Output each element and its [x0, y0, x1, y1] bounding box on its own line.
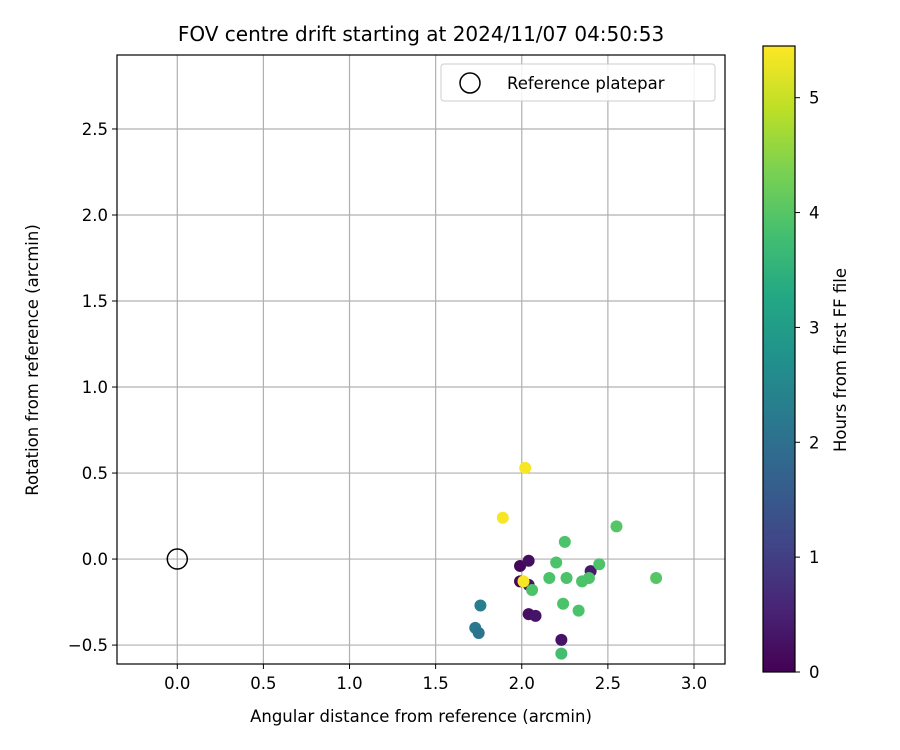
data-point	[582, 571, 595, 584]
data-point	[572, 604, 585, 617]
legend: Reference platepar	[440, 63, 716, 102]
x-axis-title: Angular distance from reference (arcmin)	[250, 707, 592, 726]
colorbar-title: Hours from first FF file	[831, 268, 850, 452]
x-tick-label: 2.0	[509, 674, 535, 693]
data-point	[555, 647, 568, 660]
colorbar-frame	[762, 45, 796, 673]
colorbar-tick-label: 1	[809, 548, 820, 567]
data-point	[474, 599, 487, 612]
data-point	[522, 554, 535, 567]
grid-lines	[117, 55, 725, 664]
y-axis-title: Rotation from reference (arcmin)	[23, 224, 42, 496]
x-tick-label: 1.5	[423, 674, 449, 693]
legend-reference-marker	[459, 72, 481, 94]
data-point	[519, 461, 532, 474]
colorbar	[763, 46, 795, 672]
y-tick-label: 2.5	[82, 120, 108, 139]
legend-entry-reference: Reference platepar	[507, 74, 665, 93]
data-point	[472, 627, 485, 640]
data-point	[517, 575, 530, 588]
reference-platepar-marker	[166, 548, 189, 570]
colorbar-tick-label: 2	[809, 433, 820, 452]
x-tick-label: 0.5	[250, 674, 276, 693]
data-point	[593, 558, 606, 571]
y-tick-label: 1.0	[82, 378, 108, 397]
data-point	[650, 571, 663, 584]
x-tick-label: 1.0	[336, 674, 362, 693]
colorbar-tick-label: 5	[809, 89, 820, 108]
data-point	[529, 609, 542, 622]
x-tick-label: 3.0	[681, 674, 707, 693]
data-point	[558, 535, 571, 548]
colorbar-tick-label: 0	[809, 663, 820, 682]
data-point	[526, 584, 539, 597]
x-tick-label: 2.5	[595, 674, 621, 693]
data-point	[496, 511, 509, 524]
data-point	[557, 597, 570, 610]
data-point	[560, 571, 573, 584]
plot-area	[117, 55, 725, 664]
colorbar-tick-label: 3	[809, 318, 820, 337]
data-point	[514, 559, 527, 572]
plot-frame	[116, 54, 726, 665]
data-point	[610, 520, 623, 533]
y-axis-ticks: −0.5 0.0 0.5 1.0 1.5 2.0 2.5	[68, 120, 117, 655]
colorbar-tick-label: 4	[809, 204, 820, 223]
y-tick-label: −0.5	[68, 636, 108, 655]
chart-title: FOV centre drift starting at 2024/11/07 …	[178, 22, 664, 46]
colorbar-ticks: 0 1 2 3 4 5	[795, 89, 820, 682]
y-tick-label: 1.5	[82, 292, 108, 311]
legend-box	[440, 63, 716, 102]
data-point	[555, 633, 568, 646]
y-tick-label: 0.0	[82, 550, 108, 569]
data-point	[543, 571, 556, 584]
x-axis-ticks: 0.0 0.5 1.0 1.5 2.0 2.5 3.0	[164, 664, 707, 693]
scatter-points	[469, 461, 663, 660]
y-tick-label: 2.0	[82, 206, 108, 225]
data-point	[550, 556, 563, 569]
y-tick-label: 0.5	[82, 464, 108, 483]
x-tick-label: 0.0	[164, 674, 190, 693]
